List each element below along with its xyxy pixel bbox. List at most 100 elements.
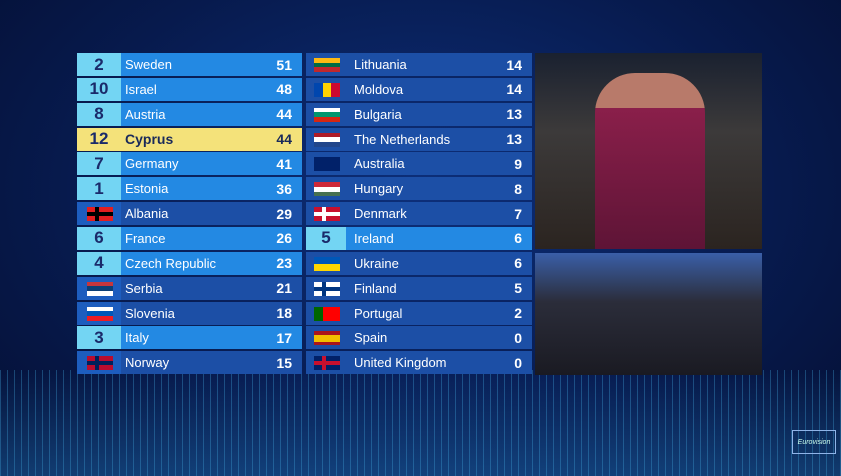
flag xyxy=(314,157,340,172)
score: 51 xyxy=(276,56,292,73)
score: 13 xyxy=(506,106,522,123)
flag-cross xyxy=(314,212,340,217)
score-row: Portugal 2 xyxy=(306,301,532,325)
flag xyxy=(87,306,113,321)
country-name: Sweden xyxy=(125,57,172,72)
country-name: Serbia xyxy=(125,280,163,296)
flag-cross xyxy=(87,361,113,366)
country-name: Ukraine xyxy=(354,255,399,271)
flag-stripe xyxy=(314,186,340,192)
country-name: Ireland xyxy=(354,230,394,246)
score: 44 xyxy=(276,131,292,148)
flag xyxy=(314,331,340,346)
flag-stripe xyxy=(314,191,340,197)
score-row: Spain 0 xyxy=(306,326,532,350)
score-row: Norway 15 xyxy=(77,351,302,375)
background-lights xyxy=(0,370,841,476)
points-box: 7 xyxy=(77,152,121,176)
flag-stripe xyxy=(87,306,113,312)
score: 17 xyxy=(276,329,292,346)
host-video xyxy=(535,53,762,249)
score-row: Finland 5 xyxy=(306,276,532,300)
flag-stripe xyxy=(314,67,340,73)
score-row: Ukraine 6 xyxy=(306,251,532,275)
country-name: Portugal xyxy=(354,305,403,321)
points-box: 2 xyxy=(77,53,121,76)
flag-cross xyxy=(314,361,340,366)
score-row: 8 Austria 44 xyxy=(77,102,302,126)
country-name: Estonia xyxy=(125,181,169,197)
score: 7 xyxy=(514,205,522,222)
flag-stripe xyxy=(331,306,341,321)
flag-stripe xyxy=(87,281,113,287)
country-name: Germany xyxy=(125,156,179,172)
flag-stripe xyxy=(87,290,113,296)
flag-stripe xyxy=(314,306,323,321)
country-name: Australia xyxy=(354,156,405,172)
flag xyxy=(314,182,340,197)
flag xyxy=(314,281,340,296)
flag-stripe xyxy=(314,166,340,172)
flag-stripe xyxy=(314,112,340,118)
flag-stripe xyxy=(314,137,340,142)
score: 29 xyxy=(276,205,292,222)
flag-stripe xyxy=(314,256,340,264)
flag-stripe xyxy=(314,132,340,138)
flag xyxy=(314,107,340,122)
host xyxy=(595,73,705,249)
country-name: Finland xyxy=(354,280,397,296)
flag-stripe xyxy=(314,162,340,167)
flag xyxy=(314,58,340,73)
score-row: Slovenia 18 xyxy=(77,301,302,325)
score: 26 xyxy=(276,230,292,247)
country-name: Lithuania xyxy=(354,57,407,72)
flag xyxy=(87,281,113,296)
flag-stripe xyxy=(314,341,340,346)
score-row: Lithuania 14 xyxy=(306,53,532,76)
score: 44 xyxy=(276,106,292,123)
score-row: 6 France 26 xyxy=(77,226,302,250)
country-name: United Kingdom xyxy=(354,355,447,371)
flag-stripe xyxy=(322,82,332,97)
flag xyxy=(314,306,341,321)
flag xyxy=(314,132,340,147)
country-name: Hungary xyxy=(354,181,404,197)
score-row: Denmark 7 xyxy=(306,202,532,226)
score: 0 xyxy=(514,329,522,346)
score-row: Bulgaria 13 xyxy=(306,102,532,126)
country-name: Austria xyxy=(125,106,166,122)
score: 8 xyxy=(514,180,522,197)
score: 14 xyxy=(506,56,522,73)
score: 48 xyxy=(276,81,292,98)
flag-stripe xyxy=(314,117,340,122)
flag-cross xyxy=(314,286,340,291)
country-name: Norway xyxy=(125,355,170,371)
country-name: Slovenia xyxy=(125,305,175,321)
score: 13 xyxy=(506,131,522,148)
points-box: 4 xyxy=(77,251,121,275)
points-box: 6 xyxy=(77,226,121,250)
flag-stripe xyxy=(331,82,341,97)
flag-stripe xyxy=(87,311,113,316)
points-box: 5 xyxy=(306,226,346,250)
flag xyxy=(87,356,113,371)
points-box: 8 xyxy=(77,102,121,126)
score-row: Moldova 14 xyxy=(306,77,532,101)
score-row: Albania 29 xyxy=(77,202,302,226)
flag-stripe xyxy=(314,141,340,147)
score: 23 xyxy=(276,255,292,272)
points-box: 3 xyxy=(77,326,121,350)
score-row: 12 Cyprus 44 xyxy=(77,127,302,151)
country-name: Albania xyxy=(125,206,169,222)
country-name: Czech Republic xyxy=(125,255,217,271)
score-row: 5 Ireland 6 xyxy=(306,226,532,250)
flag-stripe xyxy=(314,263,340,271)
flag-stripe xyxy=(314,107,340,113)
score: 6 xyxy=(514,255,522,272)
country-name: Spain xyxy=(354,330,388,346)
flag xyxy=(87,207,113,222)
flag-stripe xyxy=(314,331,340,335)
flag-stripe xyxy=(314,82,323,97)
score: 21 xyxy=(276,280,292,297)
score-row: 7 Germany 41 xyxy=(77,152,302,176)
